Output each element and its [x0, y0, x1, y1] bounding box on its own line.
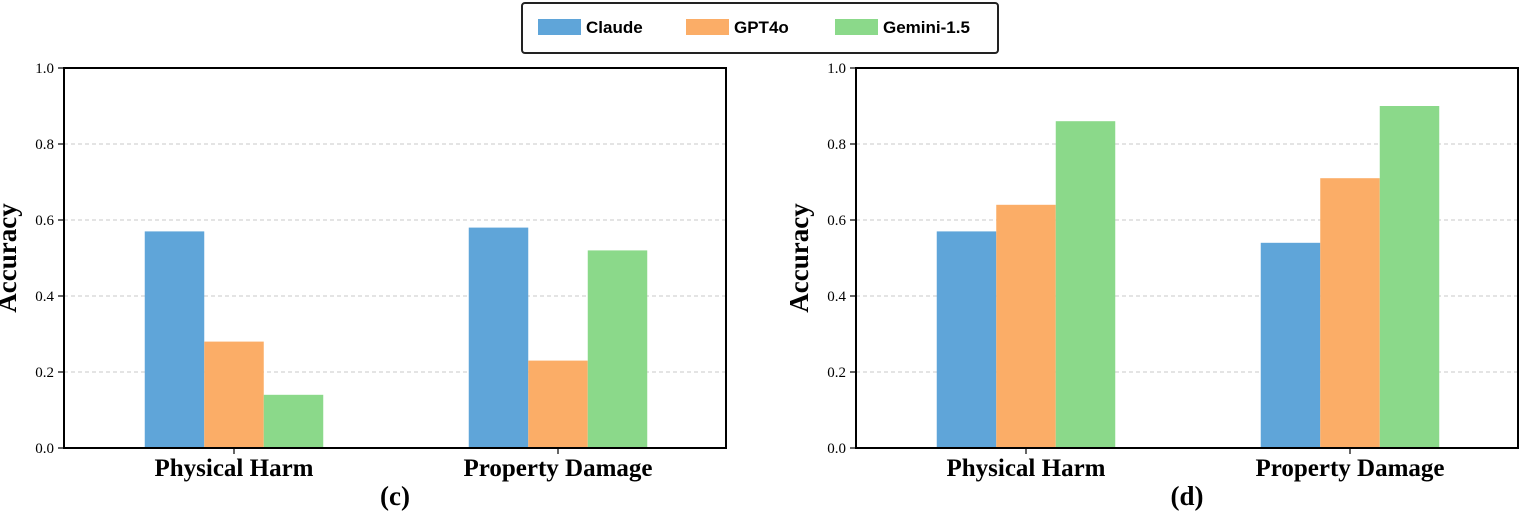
legend-swatch-gemini-1-5 — [835, 19, 878, 35]
bar-claude-property-damage — [468, 227, 529, 448]
y-tick-label: 0.8 — [35, 137, 54, 153]
y-tick-label: 0.8 — [827, 137, 846, 153]
bar-gpt4o-property-damage — [528, 360, 588, 448]
bar-gpt4o-physical-harm — [204, 341, 264, 448]
legend-swatch-gpt4o — [686, 19, 729, 35]
y-tick-label: 0.4 — [35, 289, 54, 305]
plot-frame — [855, 67, 1519, 449]
chart-panel-d: 0.0 0.2 0.4 0.6 0.8 1.0 Physical Harm Property … — [784, 61, 1519, 511]
legend-box — [521, 2, 999, 54]
panel-label: (d) — [1171, 481, 1204, 511]
y-tick-label: 1.0 — [35, 61, 54, 77]
y-tick-label: 0.6 — [35, 213, 54, 229]
bar-claude-property-damage — [1260, 242, 1321, 448]
bar-gemini-1-5-physical-harm — [1055, 121, 1116, 448]
x-tick-label: Property Damage — [1255, 455, 1444, 482]
panel-label: (c) — [380, 481, 410, 511]
y-tick-label: 0.0 — [827, 441, 846, 457]
y-tick-label: 0.4 — [827, 289, 846, 305]
legend: Claude GPT4o Gemini-1.5 — [521, 2, 999, 54]
y-tick-label: 1.0 — [827, 61, 846, 77]
legend-swatch-claude — [538, 19, 581, 35]
bar-gemini-1-5-property-damage — [1379, 106, 1440, 448]
bar-gemini-1-5-property-damage — [587, 250, 648, 448]
bar-gemini-1-5-physical-harm — [263, 394, 324, 448]
x-tick-label: Physical Harm — [154, 455, 313, 482]
bar-claude-physical-harm — [936, 231, 997, 448]
bar-gpt4o-physical-harm — [996, 204, 1056, 448]
y-tick-label: 0.6 — [827, 213, 846, 229]
y-axis-label: Accuracy — [784, 203, 814, 313]
y-tick-label: 0.0 — [35, 441, 54, 457]
legend-label: Gemini-1.5 — [883, 18, 970, 37]
y-axis-label: Accuracy — [0, 203, 22, 313]
legend-label: Claude — [586, 18, 643, 37]
y-tick-label: 0.2 — [827, 365, 846, 381]
chart-panel-c: 0.0 0.2 0.4 0.6 0.8 1.0 Physical Harm Property … — [0, 61, 727, 511]
legend-label: GPT4o — [734, 18, 789, 37]
bar-claude-physical-harm — [144, 231, 205, 448]
y-tick-label: 0.2 — [35, 365, 54, 381]
bar-gpt4o-property-damage — [1320, 178, 1380, 448]
x-tick-label: Property Damage — [463, 455, 652, 482]
x-tick-label: Physical Harm — [946, 455, 1105, 482]
panels: 0.0 0.2 0.4 0.6 0.8 1.0 Physical Harm Property … — [0, 61, 1519, 511]
plot-frame — [63, 67, 727, 449]
